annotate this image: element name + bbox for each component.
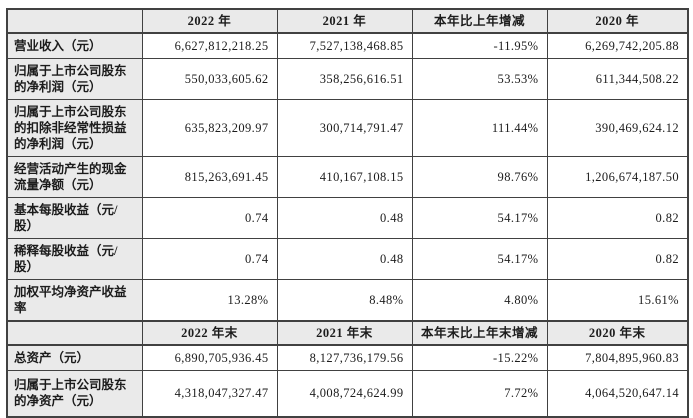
value-cell: 7.72% bbox=[411, 370, 548, 417]
value-cell: 4,318,047,327.47 bbox=[141, 370, 278, 417]
value-cell: 111.44% bbox=[411, 99, 548, 157]
value-cell: 98.76% bbox=[411, 156, 548, 198]
value-cell: 6,269,742,205.88 bbox=[546, 32, 689, 59]
value-cell: 390,469,624.12 bbox=[546, 99, 689, 157]
row-label: 基本每股收益（元/股） bbox=[6, 197, 143, 239]
financial-summary-table: 2022 年 2021 年本年比上年增减 2020 年营业收入（元） 6,627,81… bbox=[6, 8, 689, 418]
value-cell: 4.80% bbox=[411, 279, 548, 322]
value-cell: 815,263,691.45 bbox=[141, 156, 278, 198]
table-row: 总资产（元） 6,890,705,936.45 8,127,736,179.56 -1… bbox=[6, 344, 689, 371]
row-label: 归属于上市公司股东的净利润（元） bbox=[6, 58, 143, 100]
value-cell: 1,206,674,187.50 bbox=[546, 156, 689, 198]
row-label: 加权平均净资产收益率 bbox=[6, 279, 143, 322]
row-label: 营业收入（元） bbox=[6, 32, 143, 59]
column-header: 2021 年末 bbox=[276, 320, 413, 346]
table-row: 归属于上市公司股东的扣除非经常性损益的净利润（元） 635,823,209.97 3… bbox=[6, 99, 689, 157]
column-header: 2022 年 bbox=[141, 8, 278, 34]
table-row: 稀释每股收益（元/股） 0.74 0.48 54.17% 0.82 bbox=[6, 238, 689, 280]
column-header: 本年比上年增减 bbox=[411, 8, 548, 34]
value-cell: 0.48 bbox=[276, 197, 413, 239]
value-cell: 6,627,812,218.25 bbox=[141, 32, 278, 59]
value-cell: -15.22% bbox=[411, 344, 548, 371]
row-label: 归属于上市公司股东的扣除非经常性损益的净利润（元） bbox=[6, 99, 143, 157]
value-cell: 0.74 bbox=[141, 197, 278, 239]
value-cell: 15.61% bbox=[546, 279, 689, 322]
value-cell: 4,008,724,624.99 bbox=[276, 370, 413, 417]
table-row: 归属于上市公司股东的净资产（元） 4,318,047,327.47 4,008,72… bbox=[6, 370, 689, 417]
value-cell: 410,167,108.15 bbox=[276, 156, 413, 198]
column-header: 2020 年末 bbox=[546, 320, 689, 346]
header-row-year-end: 2022 年末 2021 年末 本年末比上年末增减 2020 年末 bbox=[6, 320, 689, 346]
value-cell: 6,890,705,936.45 bbox=[141, 344, 278, 371]
value-cell: 0.82 bbox=[546, 238, 689, 280]
column-header: 2022 年末 bbox=[141, 320, 278, 346]
header-row-year: 2022 年 2021 年本年比上年增减 2020 年 bbox=[6, 8, 689, 34]
value-cell: 611,344,508.22 bbox=[546, 58, 689, 100]
table-row: 加权平均净资产收益率 13.28% 8.48% 4.80% 15.61% bbox=[6, 279, 689, 322]
value-cell: 8,127,736,179.56 bbox=[276, 344, 413, 371]
corner-cell bbox=[6, 320, 143, 346]
column-header: 2021 年 bbox=[276, 8, 413, 34]
value-cell: 0.82 bbox=[546, 197, 689, 239]
column-header: 本年末比上年末增减 bbox=[411, 320, 548, 346]
column-header: 2020 年 bbox=[546, 8, 689, 34]
value-cell: 7,527,138,468.85 bbox=[276, 32, 413, 59]
value-cell: 0.74 bbox=[141, 238, 278, 280]
value-cell: 550,033,605.62 bbox=[141, 58, 278, 100]
table-row: 营业收入（元） 6,627,812,218.25 7,527,138,468.85-… bbox=[6, 32, 689, 59]
report-page: 2022 年 2021 年本年比上年增减 2020 年营业收入（元） 6,627,81… bbox=[6, 8, 689, 418]
value-cell: 54.17% bbox=[411, 197, 548, 239]
value-cell: 53.53% bbox=[411, 58, 548, 100]
value-cell: 300,714,791.47 bbox=[276, 99, 413, 157]
table-row: 基本每股收益（元/股） 0.74 0.48 54.17% 0.82 bbox=[6, 197, 689, 239]
value-cell: 0.48 bbox=[276, 238, 413, 280]
value-cell: 54.17% bbox=[411, 238, 548, 280]
value-cell: 13.28% bbox=[141, 279, 278, 322]
corner-cell bbox=[6, 8, 143, 34]
row-label: 总资产（元） bbox=[6, 344, 143, 371]
row-label: 稀释每股收益（元/股） bbox=[6, 238, 143, 280]
table-row: 经营活动产生的现金流量净额（元） 815,263,691.45 410,167,10… bbox=[6, 156, 689, 198]
value-cell: 7,804,895,960.83 bbox=[546, 344, 689, 371]
table-row: 归属于上市公司股东的净利润（元） 550,033,605.62 358,256,61… bbox=[6, 58, 689, 100]
value-cell: -11.95% bbox=[411, 32, 548, 59]
value-cell: 635,823,209.97 bbox=[141, 99, 278, 157]
value-cell: 8.48% bbox=[276, 279, 413, 322]
row-label: 归属于上市公司股东的净资产（元） bbox=[6, 370, 143, 417]
row-label: 经营活动产生的现金流量净额（元） bbox=[6, 156, 143, 198]
value-cell: 358,256,616.51 bbox=[276, 58, 413, 100]
value-cell: 4,064,520,647.14 bbox=[546, 370, 689, 417]
